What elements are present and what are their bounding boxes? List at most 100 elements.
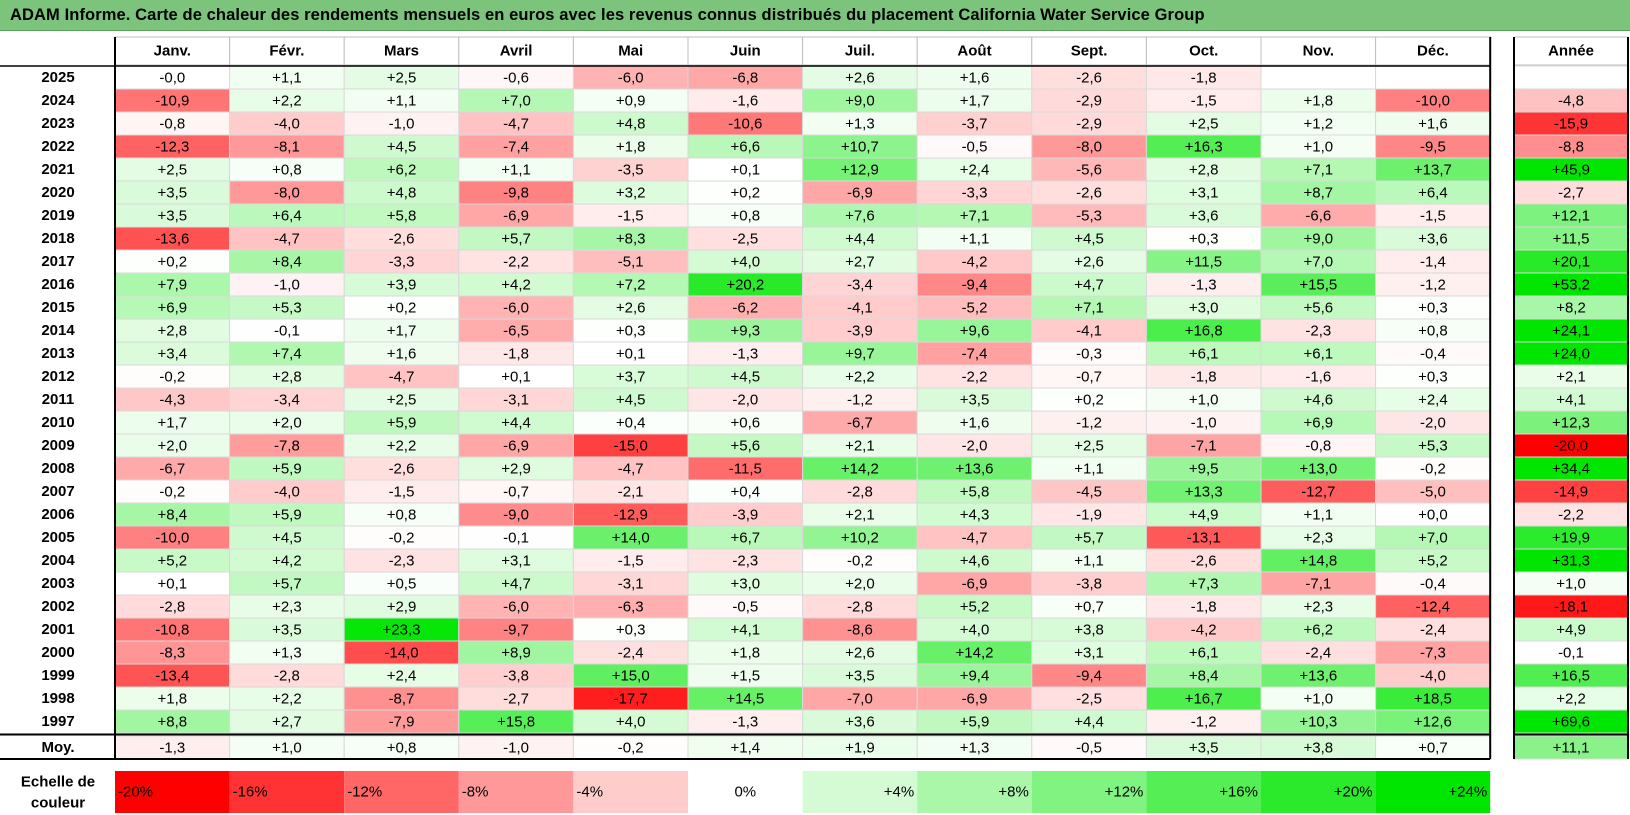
average-cell-value: +0,7 [1418, 740, 1448, 757]
row-year-label: 2018 [41, 230, 74, 247]
row-year-label: 2003 [41, 575, 74, 592]
year-total-value: -18,1 [1554, 599, 1588, 616]
heatmap-cell [1375, 65, 1491, 90]
heatmap-cell-value: +23,3 [383, 622, 421, 639]
year-total-value: -8,8 [1558, 139, 1584, 156]
heatmap-cell-value: +3,4 [157, 346, 187, 363]
heatmap-cell-value: +5,9 [272, 507, 302, 524]
average-cell-value: +0,8 [387, 740, 417, 757]
heatmap-cell-value: +8,9 [501, 645, 531, 662]
average-cell-value: +1,4 [730, 740, 760, 757]
heatmap-cell-value: -1,8 [1191, 70, 1217, 87]
heatmap-cell-value: -5,0 [1420, 484, 1446, 501]
heatmap-cell-value: +2,1 [845, 507, 875, 524]
average-cell-value: +1,3 [960, 740, 990, 757]
row-year-label: 2016 [41, 276, 74, 293]
year-total-value: +69,6 [1552, 714, 1590, 731]
heatmap-cell-value: +6,2 [387, 162, 417, 179]
heatmap-cell-value: -6,7 [159, 461, 185, 478]
heatmap-cell-value: -2,6 [389, 461, 415, 478]
title-bar: ADAM Informe. Carte de chaleur des rende… [0, 0, 1630, 31]
heatmap-cell-value: +7,2 [616, 277, 646, 294]
heatmap-cell-value: -4,7 [389, 369, 415, 386]
heatmap-cell-value: +2,0 [157, 438, 187, 455]
heatmap-cell-value: +14,2 [956, 645, 994, 662]
row-year-label: 2002 [41, 598, 74, 615]
heatmap-cell-value: -1,8 [503, 346, 529, 363]
heatmap-cell-value: +9,6 [960, 323, 990, 340]
heatmap-cell-value: +4,2 [501, 277, 531, 294]
heatmap-cell-value: +2,2 [272, 93, 302, 110]
color-scale-stop-label: -8% [462, 784, 489, 801]
heatmap-cell-value: -3,8 [503, 668, 529, 685]
heatmap-cell-value: +1,7 [960, 93, 990, 110]
heatmap-cell-value: +9,7 [845, 346, 875, 363]
heatmap-cell-value: -0,2 [1420, 461, 1446, 478]
heatmap-cell-value: -9,0 [503, 507, 529, 524]
heatmap-cell-value: -4,0 [1420, 668, 1446, 685]
heatmap-cell-value: +9,3 [730, 323, 760, 340]
heatmap-cell-value: +15,5 [1299, 277, 1337, 294]
heatmap-cell-value: +2,4 [387, 668, 417, 685]
heatmap-cell-value: +0,3 [616, 323, 646, 340]
year-total-value: +19,9 [1552, 530, 1590, 547]
heatmap-cell-value: +2,8 [272, 369, 302, 386]
heatmap-cell-value: +13,6 [956, 461, 994, 478]
color-scale-stop-label: -16% [233, 784, 268, 801]
heatmap-cell-value: +2,6 [845, 70, 875, 87]
heatmap-cell-value: -1,2 [1420, 277, 1446, 294]
heatmap-cell-value: +5,9 [387, 415, 417, 432]
row-year-label: 2011 [42, 391, 75, 408]
row-year-label: 2010 [41, 414, 74, 431]
heatmap-cell-value: +2,5 [1074, 438, 1104, 455]
heatmap-cell-value: +0,0 [1418, 507, 1448, 524]
heatmap-cell-value: +13,0 [1299, 461, 1337, 478]
heatmap-cell-value: -3,5 [618, 162, 644, 179]
heatmap-cell-value: -6,6 [1305, 208, 1331, 225]
average-cell-value: +3,5 [1189, 740, 1219, 757]
heatmap-cell-value: +8,7 [1303, 185, 1333, 202]
heatmap-cell-value: -4,2 [1191, 622, 1217, 639]
month-header-label: Déc. [1417, 43, 1449, 60]
row-year-label: 2022 [41, 138, 74, 155]
heatmap-cell-value: +1,7 [157, 415, 187, 432]
color-scale-swatch [115, 771, 230, 813]
heatmap-cell-value: +8,3 [616, 231, 646, 248]
heatmap-cell-value: +3,1 [501, 553, 531, 570]
header-cell [343, 36, 460, 66]
month-header-label: Avril [500, 43, 533, 60]
heatmap-cell-value: +2,5 [1189, 116, 1219, 133]
heatmap-cell-value: +15,0 [612, 668, 650, 685]
heatmap-cell-value: -2,6 [1076, 70, 1102, 87]
color-scale-swatch [917, 771, 1032, 813]
heatmap-cell-value: +5,9 [960, 714, 990, 731]
heatmap-cell-value: +1,6 [960, 70, 990, 87]
heatmap-cell-value: -0,5 [732, 599, 758, 616]
heatmap-cell-value: +18,5 [1414, 691, 1452, 708]
heatmap-cell-value: -2,5 [732, 231, 758, 248]
heatmap-cell-value: -0,1 [503, 530, 529, 547]
heatmap-cell-value: +3,5 [845, 668, 875, 685]
row-year-label: 2019 [41, 207, 74, 224]
heatmap-cell-value: -1,6 [732, 93, 758, 110]
color-scale-swatch [1261, 771, 1376, 813]
month-header-label: Nov. [1303, 43, 1334, 60]
heatmap-cell-value: -1,4 [1420, 254, 1446, 271]
heatmap-cell-value: +4,7 [501, 576, 531, 593]
heatmap-cell-value: -3,4 [847, 277, 873, 294]
row-year-label: 1998 [41, 690, 74, 707]
row-year-label: 1997 [41, 713, 74, 730]
heatmap-cell-value: -9,8 [503, 185, 529, 202]
heatmap-cell-value: +0,8 [272, 162, 302, 179]
heatmap-cell-value: +4,4 [845, 231, 875, 248]
heatmap-cell-value: +7,6 [845, 208, 875, 225]
heatmap-cell-value: -2,4 [1305, 645, 1331, 662]
heatmap-cell-value: +3,5 [272, 622, 302, 639]
heatmap-cell-value: -0,3 [1076, 346, 1102, 363]
heatmap-cell-value: -1,8 [1191, 599, 1217, 616]
heatmap-cell-value: -2,6 [1076, 185, 1102, 202]
heatmap-cell-value: -0,8 [159, 116, 185, 133]
color-scale-swatch [1146, 771, 1261, 813]
heatmap-cell-value: +5,6 [730, 438, 760, 455]
heatmap-cell-value: -0,4 [1420, 346, 1446, 363]
